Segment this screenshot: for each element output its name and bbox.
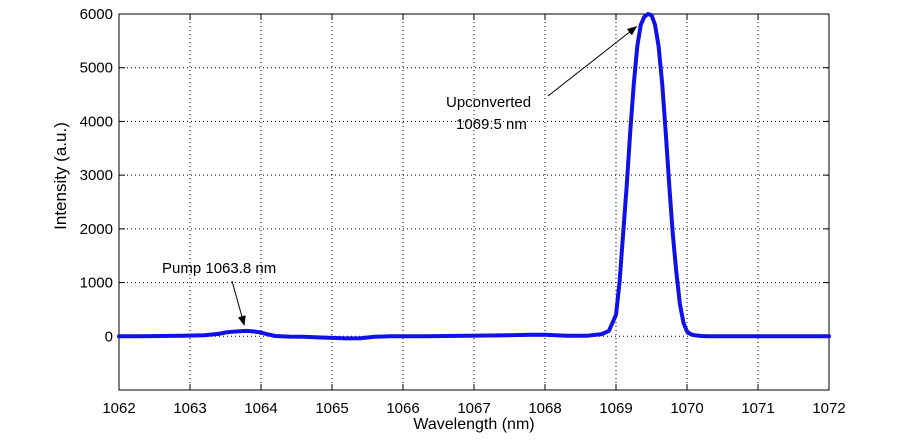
axis-layer: 1062 1063 1064 1065 1066 1067 1068 1069 1070 1071…	[80, 6, 846, 417]
y-tick-label-0: 0	[105, 328, 113, 345]
annotation-pump-arrow	[231, 280, 246, 326]
y-tick-label-3: 3000	[80, 167, 113, 184]
x-tick-label-3: 1065	[315, 400, 348, 417]
x-tick-label-5: 1067	[457, 400, 490, 417]
x-tick-label-0: 1062	[102, 400, 135, 417]
y-axis-label: Intensity (a.u.)	[51, 122, 70, 230]
x-tick-label-2: 1064	[244, 400, 277, 417]
grid-layer	[119, 14, 829, 390]
series-layer	[117, 12, 831, 341]
x-tick-label-10: 1072	[812, 400, 845, 417]
x-tick-label-9: 1071	[741, 400, 774, 417]
x-tick-label-6: 1068	[528, 400, 561, 417]
y-tick-label-1: 1000	[80, 275, 113, 292]
y-tick-label-4: 4000	[80, 113, 113, 130]
y-tick-label-2: 2000	[80, 221, 113, 238]
x-tick-label-8: 1070	[670, 400, 703, 417]
x-tick-label-7: 1069	[599, 400, 632, 417]
x-axis-label: Wavelength (nm)	[413, 416, 534, 433]
annotation-upconverted-label-line2: 1069.5 nm	[456, 116, 527, 133]
series-line-0	[117, 12, 831, 341]
y-tick-label-5: 5000	[80, 60, 113, 77]
y-tick-label-6: 6000	[80, 6, 113, 23]
annotation-upconverted-arrow	[547, 26, 638, 97]
x-tick-label-4: 1066	[386, 400, 419, 417]
annotation-upconverted-label-line1: Upconverted	[446, 94, 531, 111]
x-tick-label-1: 1063	[173, 400, 206, 417]
annotation-layer: Pump 1063.8 nm Upconverted 1069.5 nm	[162, 26, 638, 326]
annotation-pump-label: Pump 1063.8 nm	[162, 260, 276, 277]
